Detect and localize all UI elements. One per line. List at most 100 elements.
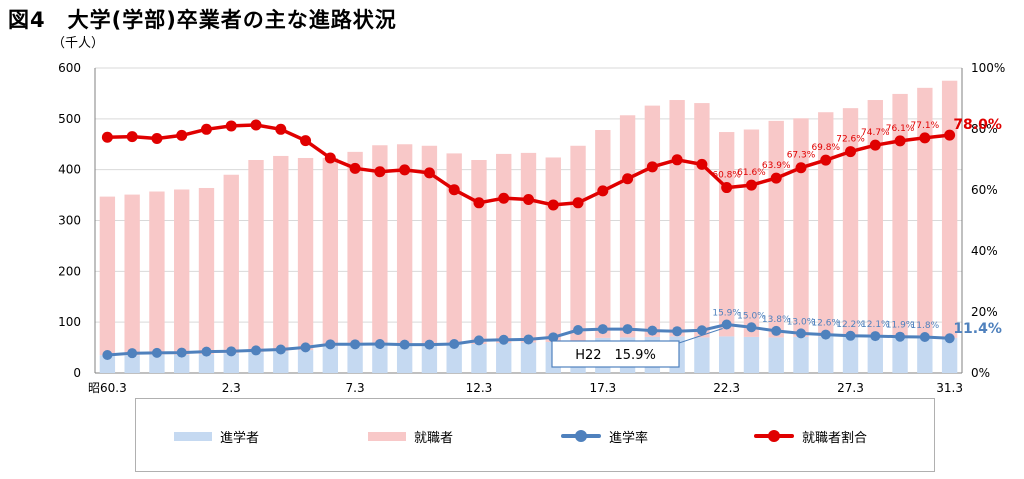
right-axis-tick-label: 20% xyxy=(971,305,998,319)
bar-enrollees xyxy=(793,336,809,373)
bar-employed xyxy=(421,145,438,345)
enroll-rate-point xyxy=(622,324,633,335)
bar-enrollees xyxy=(198,354,215,373)
enroll-rate-point xyxy=(721,319,732,330)
enroll-rate-point xyxy=(399,339,410,350)
bar-enrollees xyxy=(471,344,487,373)
bar-employed xyxy=(867,100,883,338)
legend: 進学者 就職者 進学率 就職者割合 xyxy=(135,398,935,472)
x-axis-tick-label: 昭60.3 xyxy=(88,381,127,395)
callout-text: H22 15.9% xyxy=(575,348,656,363)
bar-employed xyxy=(694,103,710,338)
bar-enrollees xyxy=(124,355,140,373)
x-axis-tick-label: 12.3 xyxy=(466,381,493,395)
legend-swatch-employ-rate xyxy=(754,427,794,445)
bar-enrollees xyxy=(347,344,363,373)
employ-rate-point xyxy=(547,199,559,211)
bar-enrollees xyxy=(892,337,908,373)
legend-item-employed: 就職者 xyxy=(368,427,453,446)
employ-rate-point xyxy=(944,129,956,141)
employ-rate-point xyxy=(820,154,832,166)
enroll-rate-point xyxy=(176,347,187,358)
enroll-rate-point xyxy=(201,346,212,357)
legend-item-enrollees: 進学者 xyxy=(174,427,260,446)
enroll-rate-point xyxy=(895,331,906,342)
enroll-rate-point xyxy=(127,348,138,359)
enroll-rate-data-label: 11.8% xyxy=(911,321,940,331)
employ-rate-point xyxy=(597,185,609,197)
enroll-rate-point xyxy=(672,326,683,337)
bar-employed xyxy=(446,153,462,344)
chart-plot: 0 100 200 300 400 500 600 0% 20% 40% 60% 80% 100% 昭60… xyxy=(58,61,1005,395)
bar-employed xyxy=(545,157,561,342)
enroll-rate-point xyxy=(820,329,831,340)
enroll-rate-data-label: 15.0% xyxy=(737,311,766,321)
enroll-rate-point xyxy=(300,342,311,353)
enroll-rate-point xyxy=(870,331,881,342)
enroll-rate-point xyxy=(275,344,286,355)
enroll-rate-point xyxy=(647,325,658,336)
left-axis-tick-label: 300 xyxy=(58,214,81,228)
bar-enrollees xyxy=(718,336,735,373)
employ-rate-point xyxy=(919,132,931,144)
bar-enrollees xyxy=(768,337,784,373)
employ-rate-point xyxy=(845,146,857,158)
employ-rate-point xyxy=(498,192,510,204)
employ-rate-point xyxy=(795,162,807,174)
employ-rate-point xyxy=(250,119,262,131)
bar-enrollees xyxy=(694,337,710,373)
enroll-rate-point xyxy=(944,333,955,344)
enroll-rate-point xyxy=(498,334,509,345)
bar-employed xyxy=(347,151,363,345)
legend-swatch-enroll-rate xyxy=(561,427,601,445)
enroll-rate-data-label: 13.0% xyxy=(787,317,816,327)
right-axis-tick-label: 40% xyxy=(971,244,998,258)
employ-rate-point xyxy=(448,184,460,196)
bar-enrollees xyxy=(421,344,438,373)
employ-rate-data-label: 60.8% xyxy=(712,171,741,181)
bar-enrollees xyxy=(941,337,958,373)
bar-enrollees xyxy=(867,337,883,373)
employ-rate-point xyxy=(696,158,708,170)
enroll-rate-point xyxy=(374,339,385,350)
employ-rate-point xyxy=(374,166,386,178)
legend-item-employ-rate: 就職者割合 xyxy=(754,427,867,446)
employ-rate-data-label: 77.1% xyxy=(911,121,940,131)
bar-employed xyxy=(842,108,859,337)
bar-employed xyxy=(570,145,586,341)
x-axis-tick-label: 27.3 xyxy=(837,381,864,395)
employ-rate-point xyxy=(176,129,188,141)
enroll-rate-point xyxy=(424,339,435,350)
bar-enrollees xyxy=(174,354,190,373)
legend-label-enrollees: 進学者 xyxy=(220,430,260,446)
employ-rate-point xyxy=(399,164,411,176)
enroll-rate-data-label: 15.9% xyxy=(712,309,741,319)
left-axis-tick-label: 500 xyxy=(58,112,81,126)
left-axis-tick-label: 0 xyxy=(73,366,81,380)
bar-employed xyxy=(619,115,636,338)
enroll-rate-point xyxy=(795,328,806,339)
bar-enrollees xyxy=(396,343,413,373)
employ-rate-data-label: 76.1% xyxy=(886,124,915,134)
employ-rate-point xyxy=(770,172,782,184)
bar-enrollees xyxy=(149,354,165,373)
employ-rate-point xyxy=(101,131,113,143)
bar-employed xyxy=(595,130,611,338)
bar-enrollees xyxy=(248,352,264,373)
employ-rate-point xyxy=(745,179,757,191)
enroll-rate-point xyxy=(350,339,361,350)
x-axis-tick-label: 7.3 xyxy=(346,381,365,395)
bar-employed xyxy=(149,191,165,355)
legend-label-enroll-rate: 進学率 xyxy=(609,430,649,446)
enroll-rate-point xyxy=(548,332,559,343)
bar-employed xyxy=(99,196,116,356)
bar-employed xyxy=(372,145,388,344)
enroll-rate-data-label: 11.9% xyxy=(886,321,915,331)
enroll-rate-data-label: 11.4% xyxy=(953,321,1002,337)
bar-employed xyxy=(496,153,512,344)
bar-employed xyxy=(273,155,289,352)
enroll-rate-point xyxy=(226,346,237,357)
enroll-rate-point xyxy=(473,335,484,346)
enroll-rate-point xyxy=(251,345,262,356)
bar-enrollees xyxy=(372,343,388,373)
